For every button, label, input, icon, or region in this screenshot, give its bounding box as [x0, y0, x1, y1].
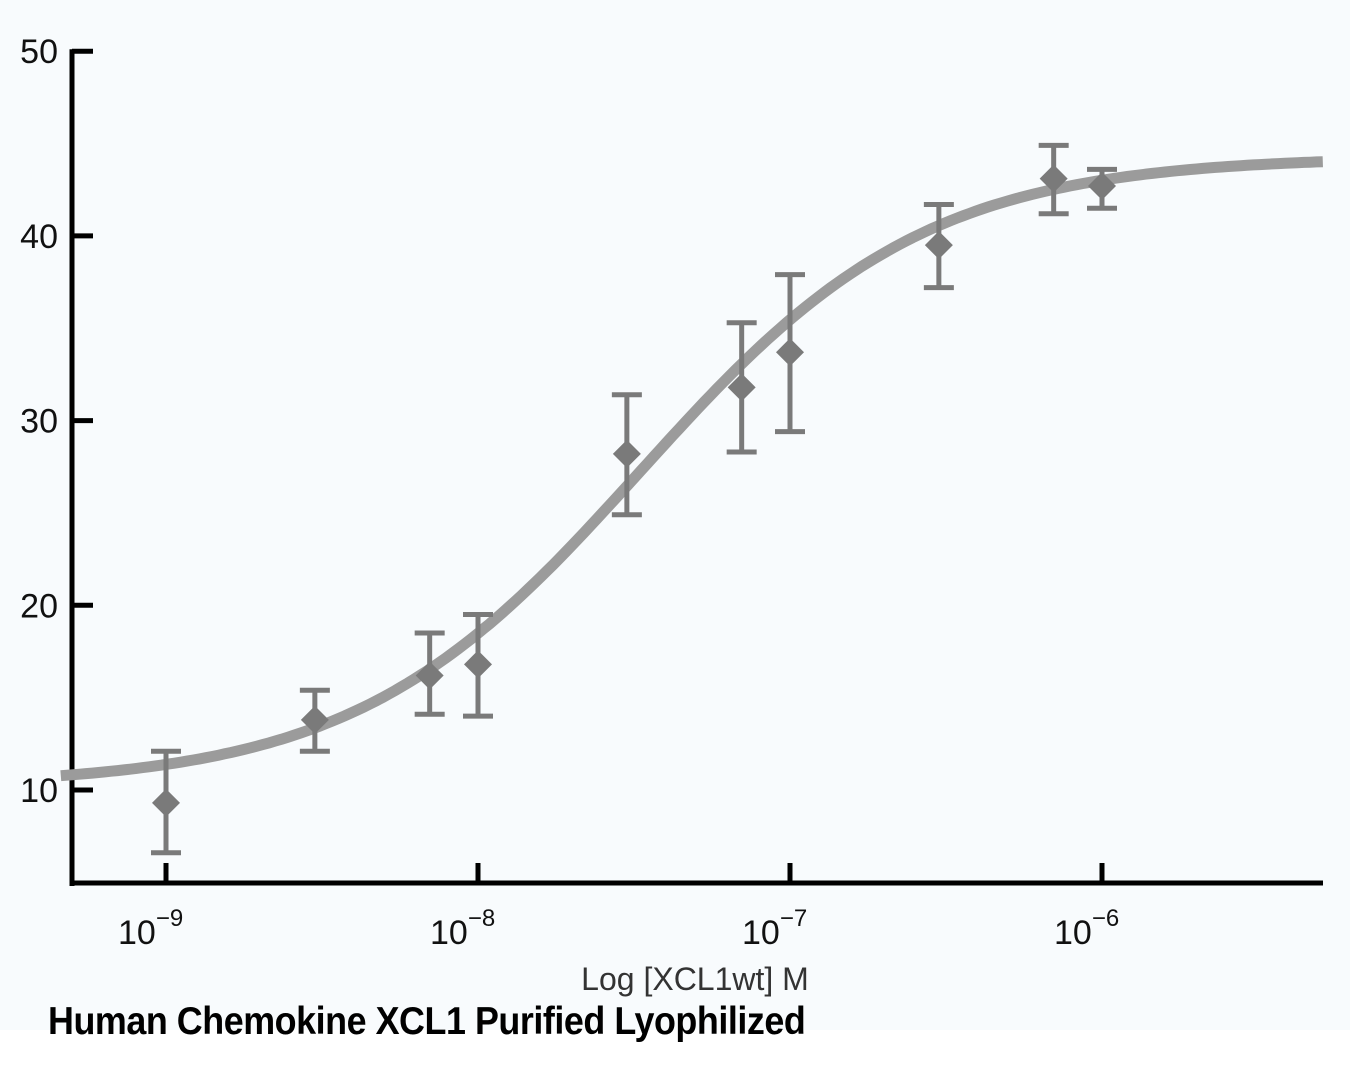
- y-tick-label: 30: [20, 403, 58, 441]
- x-tick-label: 10−9: [118, 905, 183, 952]
- data-point: [611, 392, 642, 518]
- x-axis-ticks: 10−9 10−8 10−7 10−6: [118, 863, 1119, 952]
- product-caption: Human Chemokine XCL1 Purified Lyophilize…: [48, 1000, 806, 1043]
- x-axis-label: Log [XCL1wt] M: [581, 961, 809, 997]
- diamond-marker: [415, 661, 444, 690]
- data-point: [1038, 142, 1069, 217]
- data-point: [414, 630, 445, 717]
- fit-curve: [60, 156, 1323, 782]
- data-point: [775, 272, 805, 435]
- diamond-marker: [300, 705, 329, 734]
- data-points: [151, 142, 1117, 856]
- data-point: [299, 687, 330, 754]
- y-tick-label: 40: [20, 218, 58, 256]
- diamond-marker: [1039, 164, 1068, 193]
- y-axis-ticks: 10 20 30 40 50: [20, 33, 93, 810]
- diamond-marker: [776, 338, 804, 367]
- y-tick-label: 50: [20, 33, 58, 71]
- data-point: [151, 748, 181, 856]
- x-tick-label: 10−7: [742, 905, 807, 952]
- data-point: [1087, 166, 1117, 211]
- diamond-marker: [727, 373, 756, 402]
- axes: [69, 49, 1323, 886]
- diamond-marker: [152, 788, 180, 817]
- y-tick-label: 10: [20, 772, 58, 810]
- data-point: [923, 202, 954, 291]
- x-tick-label: 10−8: [430, 905, 495, 952]
- data-point: [463, 612, 493, 719]
- diamond-marker: [612, 439, 641, 468]
- diamond-marker: [1088, 172, 1116, 201]
- dose-response-chart: 10 20 30 40 50 10−9 10−8 10−7 10−6 Log [XCL1wt]…: [20, 33, 1323, 997]
- x-tick-label: 10−6: [1054, 905, 1119, 952]
- diamond-marker: [464, 650, 492, 679]
- diamond-marker: [924, 231, 953, 260]
- data-point: [726, 320, 757, 455]
- y-tick-label: 20: [20, 587, 58, 625]
